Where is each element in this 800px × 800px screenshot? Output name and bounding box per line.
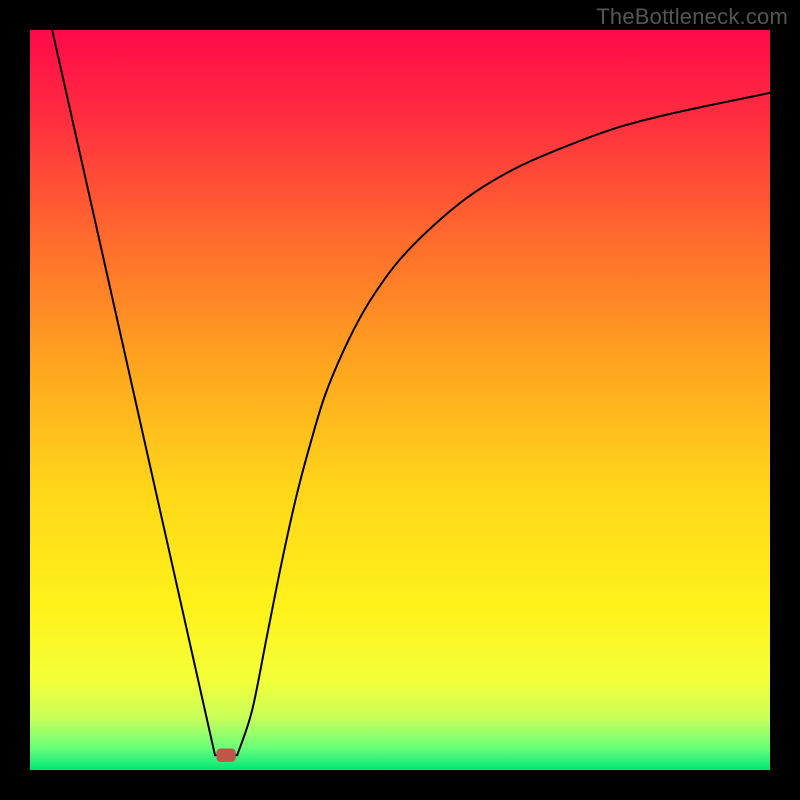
bottleneck-chart [30,30,770,770]
optimum-marker [216,749,235,762]
chart-frame: TheBottleneck.com [0,0,800,800]
gradient-background [30,30,770,770]
plot-area [30,30,770,770]
watermark-text: TheBottleneck.com [596,4,788,30]
